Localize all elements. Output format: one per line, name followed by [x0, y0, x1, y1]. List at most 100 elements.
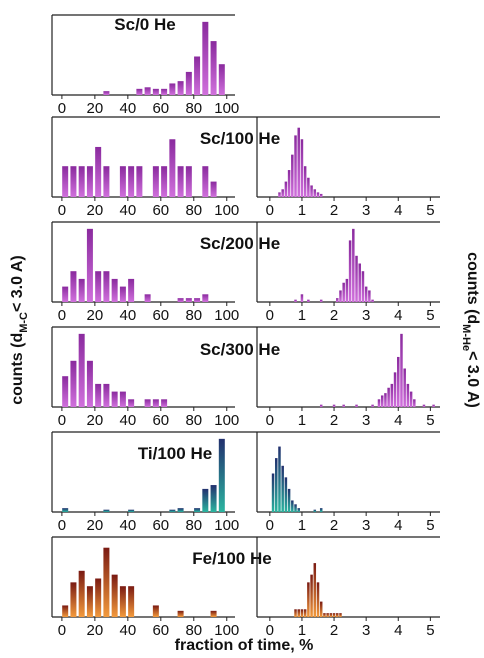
x-tick-label: 100 [214, 622, 239, 639]
bar [313, 189, 317, 197]
bar [287, 170, 291, 197]
bar [177, 81, 184, 95]
bar [169, 509, 176, 512]
bar [329, 613, 333, 617]
bar [384, 393, 387, 407]
x-tick-label: 40 [119, 517, 136, 534]
bar [177, 298, 184, 302]
panel-title: Sc/300 He [200, 340, 280, 359]
bar [169, 139, 176, 197]
bar [319, 508, 323, 512]
bar [332, 613, 336, 617]
x-tick-label: 2 [330, 202, 338, 219]
x-tick-label: 0 [266, 622, 274, 639]
bar [355, 404, 358, 407]
bar [297, 609, 300, 617]
x-tick-label: 0 [266, 412, 274, 429]
bar [310, 185, 313, 197]
bar [281, 189, 284, 197]
x-tick-label: 20 [87, 100, 104, 117]
bar [307, 177, 310, 197]
x-tick-label: 5 [426, 517, 434, 534]
bar [177, 508, 184, 512]
bar [406, 383, 410, 407]
x-tick-label: 4 [394, 517, 402, 534]
bar [287, 488, 291, 512]
bar [95, 578, 102, 617]
bar [177, 610, 184, 617]
panel-title: Sc/200 He [200, 234, 280, 253]
bar [70, 582, 77, 617]
bar [307, 299, 310, 302]
label-sub: M-C [18, 312, 30, 333]
bar [152, 88, 159, 95]
bar [210, 610, 217, 617]
x-tick-label: 60 [152, 412, 169, 429]
x-tick-label: 80 [185, 622, 202, 639]
bar [313, 509, 317, 512]
bar [393, 372, 397, 407]
x-tick-label: 80 [185, 412, 202, 429]
x-tick-label: 20 [87, 412, 104, 429]
x-tick-label: 60 [152, 622, 169, 639]
bar [400, 333, 403, 407]
bar [185, 71, 192, 95]
x-tick-label: 60 [152, 307, 169, 324]
bar [103, 547, 110, 617]
x-tick-label: 5 [426, 622, 434, 639]
bar [161, 88, 168, 95]
bar [119, 391, 126, 407]
bar [218, 438, 225, 512]
bar [358, 263, 361, 302]
x-tick-label: 2 [330, 412, 338, 429]
x-tick-label: 4 [394, 202, 402, 219]
bar [136, 88, 143, 95]
bar [144, 87, 151, 95]
x-tick-label: 100 [214, 307, 239, 324]
bar [78, 333, 85, 407]
bar [319, 193, 323, 197]
bar [185, 298, 192, 302]
x-tick-label: 2 [330, 307, 338, 324]
bar [422, 404, 426, 407]
bar [361, 271, 365, 302]
bar [336, 613, 339, 617]
bar [78, 570, 85, 617]
bar [161, 166, 168, 197]
bar [103, 509, 110, 512]
bar [70, 271, 77, 302]
bar [291, 500, 294, 512]
bar [152, 399, 159, 407]
bar [218, 64, 225, 95]
bar [128, 399, 135, 407]
x-tick-label: 0 [58, 622, 66, 639]
x-tick-label: 3 [362, 412, 370, 429]
bar [319, 404, 323, 407]
bar [152, 166, 159, 197]
bar [387, 387, 390, 407]
bar [352, 228, 355, 302]
bar [275, 458, 278, 512]
bar [62, 166, 69, 197]
bar [310, 574, 313, 617]
bar [177, 166, 184, 197]
bar [339, 290, 342, 302]
x-tick-label: 4 [394, 307, 402, 324]
bar [111, 574, 118, 617]
x-tick-label: 3 [362, 202, 370, 219]
x-tick-label: 0 [58, 412, 66, 429]
bar [202, 21, 209, 96]
x-tick-label: 3 [362, 307, 370, 324]
bar [284, 181, 288, 197]
bar [364, 286, 368, 302]
bar [294, 609, 297, 617]
x-tick-label: 40 [119, 100, 136, 117]
x-tick-label: 4 [394, 622, 402, 639]
bar [210, 181, 217, 197]
bar [323, 613, 326, 617]
bar [271, 473, 275, 512]
bar [307, 582, 310, 617]
bar [380, 395, 384, 407]
x-tick-label: 80 [185, 307, 202, 324]
